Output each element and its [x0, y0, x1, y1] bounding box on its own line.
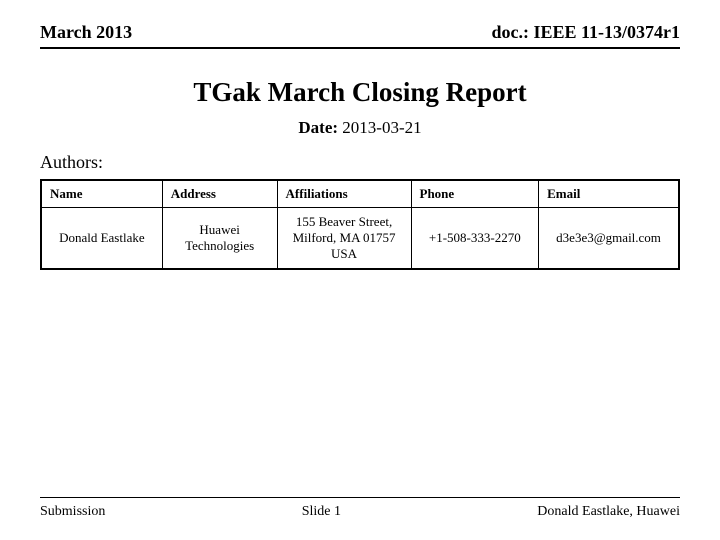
footer-left: Submission: [40, 504, 105, 520]
footer-center: Slide 1: [302, 504, 341, 520]
authors-label: Authors:: [40, 152, 680, 173]
header-rule: [40, 47, 680, 49]
cell-name: Donald Eastlake: [41, 208, 162, 270]
col-affiliations: Affiliations: [277, 180, 411, 208]
footer-right: Donald Eastlake, Huawei: [537, 504, 680, 520]
slide: March 2013 doc.: IEEE 11-13/0374r1 TGak …: [0, 0, 720, 540]
cell-email: d3e3e3@gmail.com: [539, 208, 679, 270]
footer-row: Submission Slide 1 Donald Eastlake, Huaw…: [40, 504, 680, 520]
table-row: Donald Eastlake Huawei Technologies 155 …: [41, 208, 679, 270]
table-header-row: Name Address Affiliations Phone Email: [41, 180, 679, 208]
col-phone: Phone: [411, 180, 539, 208]
content-filler: [40, 270, 680, 497]
footer-rule: [40, 497, 680, 498]
authors-table: Name Address Affiliations Phone Email Do…: [40, 179, 680, 270]
col-name: Name: [41, 180, 162, 208]
col-address: Address: [162, 180, 277, 208]
cell-affiliations: 155 Beaver Street, Milford, MA 01757 USA: [277, 208, 411, 270]
col-email: Email: [539, 180, 679, 208]
date-line: Date: 2013-03-21: [40, 118, 680, 138]
header-left: March 2013: [40, 22, 132, 43]
date-value: 2013-03-21: [342, 118, 421, 137]
page-title: TGak March Closing Report: [40, 77, 680, 108]
date-label: Date:: [298, 118, 338, 137]
cell-address: Huawei Technologies: [162, 208, 277, 270]
cell-phone: +1-508-333-2270: [411, 208, 539, 270]
header-row: March 2013 doc.: IEEE 11-13/0374r1: [40, 22, 680, 43]
header-right: doc.: IEEE 11-13/0374r1: [491, 22, 680, 43]
